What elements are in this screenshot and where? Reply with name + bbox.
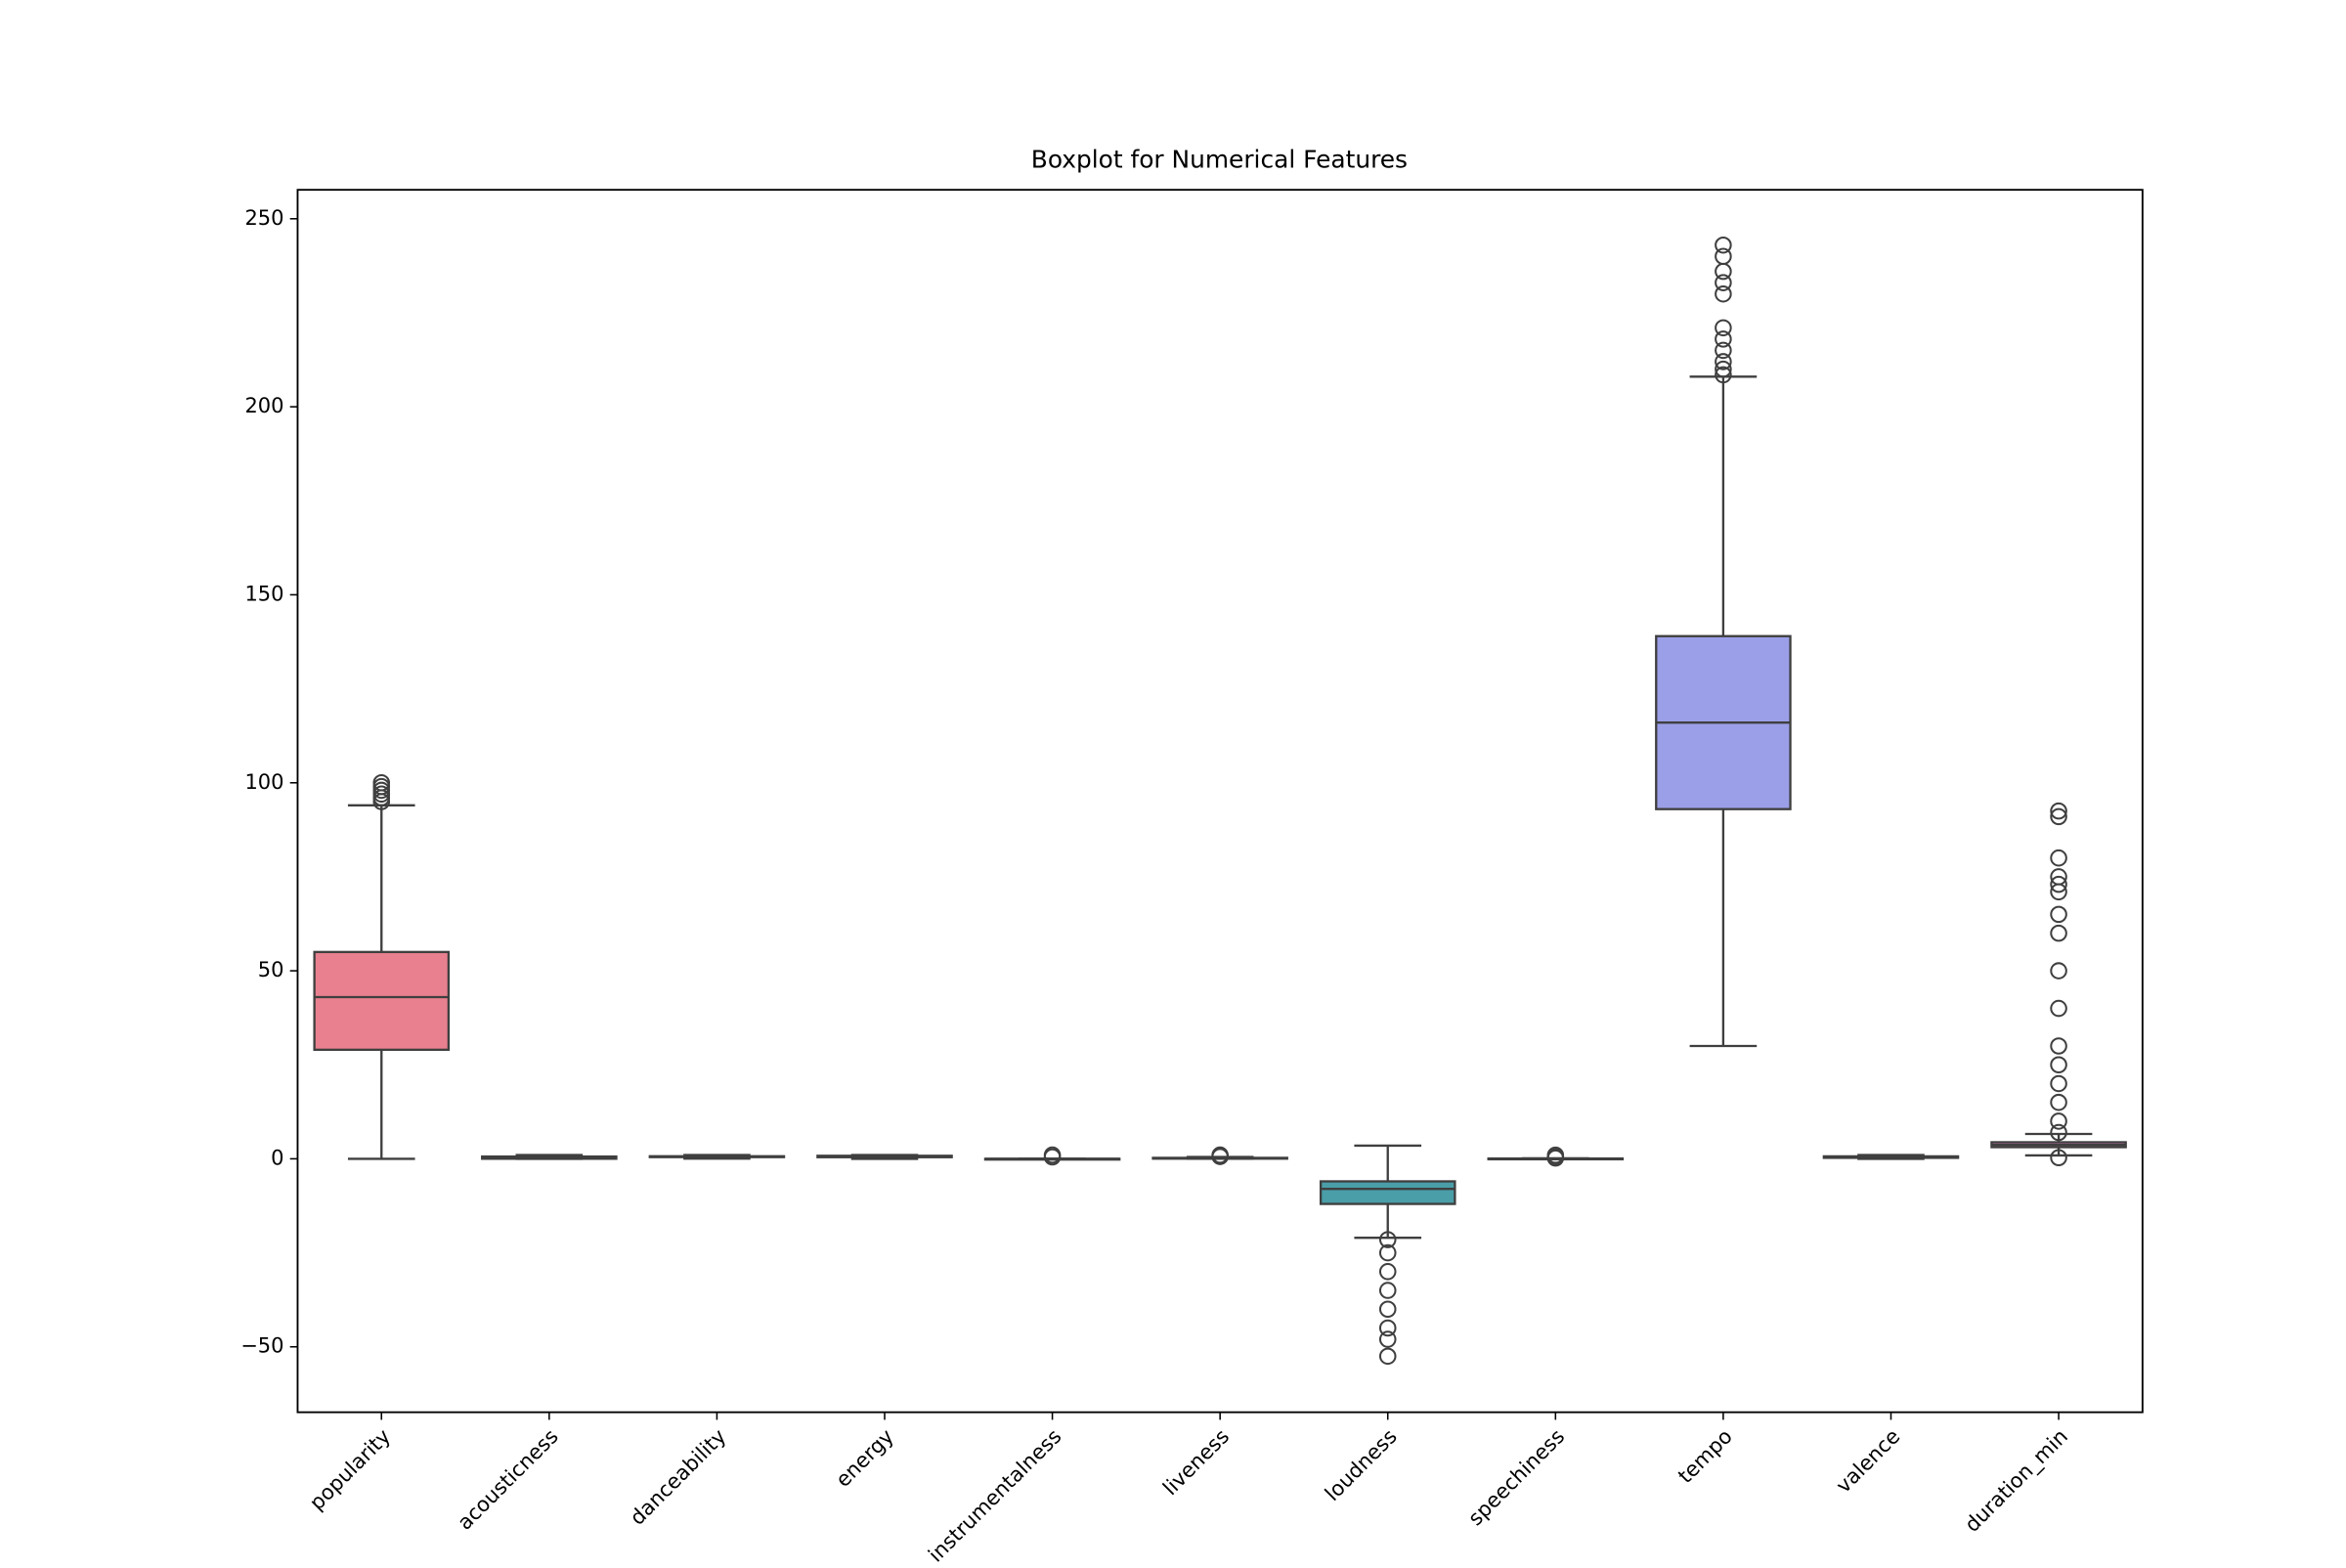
y-tick-label: 50 [258, 958, 284, 981]
outlier [2050, 1112, 2067, 1130]
outlier [1715, 274, 1732, 291]
outlier [1546, 1146, 1565, 1164]
box [1319, 1180, 1456, 1205]
x-tick-label: popularity [305, 1424, 395, 1514]
y-tick-label: 100 [244, 770, 283, 794]
outlier [1715, 341, 1732, 360]
outlier [2050, 1123, 2067, 1142]
outlier [1715, 366, 1732, 384]
outlier [1378, 1243, 1397, 1262]
outlier [1715, 360, 1732, 378]
outlier [1715, 247, 1732, 266]
y-tick-label: 150 [244, 582, 283, 605]
outlier [2050, 807, 2067, 826]
outlier [2050, 999, 2067, 1018]
x-tick-label: energy [831, 1424, 898, 1492]
outlier [2050, 868, 2067, 886]
x-tick-label: liveness [1158, 1424, 1234, 1500]
chart-title: Boxplot for Numerical Features [1031, 146, 1408, 174]
x-tick-label: duration_min [1960, 1424, 2072, 1537]
outlier [2050, 1074, 2067, 1093]
y-tick-label: −50 [240, 1334, 283, 1358]
plot-frame [296, 189, 2144, 1414]
x-tick-label: instrumentalness [924, 1424, 1065, 1564]
y-tick-label: 250 [244, 206, 283, 230]
outlier [1378, 1319, 1397, 1337]
outlier [2050, 1093, 2067, 1111]
outlier [1715, 319, 1732, 337]
outlier [2050, 905, 2067, 924]
outlier [1043, 1146, 1062, 1164]
x-tick-label: loudness [1321, 1424, 1402, 1505]
outlier [2050, 924, 2067, 942]
box [313, 950, 451, 1052]
outlier [1378, 1330, 1397, 1348]
x-tick-label: acousticness [453, 1424, 562, 1534]
outlier [1378, 1263, 1397, 1281]
outlier [1715, 262, 1732, 281]
outlier [1378, 1300, 1397, 1319]
outlier [1715, 236, 1732, 254]
outlier [1378, 1347, 1397, 1366]
x-tick-label: tempo [1673, 1424, 1737, 1488]
outlier [2050, 1056, 2067, 1074]
x-tick-label: valence [1832, 1424, 1905, 1498]
y-tick-label: 200 [244, 394, 283, 417]
outlier [2050, 1149, 2067, 1167]
outlier [1715, 284, 1732, 303]
x-tick-label: danceability [626, 1424, 731, 1530]
y-tick-label: 0 [271, 1146, 283, 1169]
outlier [2050, 875, 2067, 893]
outlier [1715, 353, 1732, 370]
outlier [1211, 1146, 1229, 1164]
outlier [1378, 1231, 1397, 1248]
x-tick-label: speechiness [1463, 1424, 1569, 1530]
outlier [2050, 962, 2067, 980]
outlier [1378, 1282, 1397, 1299]
outlier [2050, 1037, 2067, 1055]
outlier [2050, 849, 2067, 867]
outlier [372, 773, 391, 792]
outlier [2050, 802, 2067, 820]
outlier [1715, 330, 1732, 348]
